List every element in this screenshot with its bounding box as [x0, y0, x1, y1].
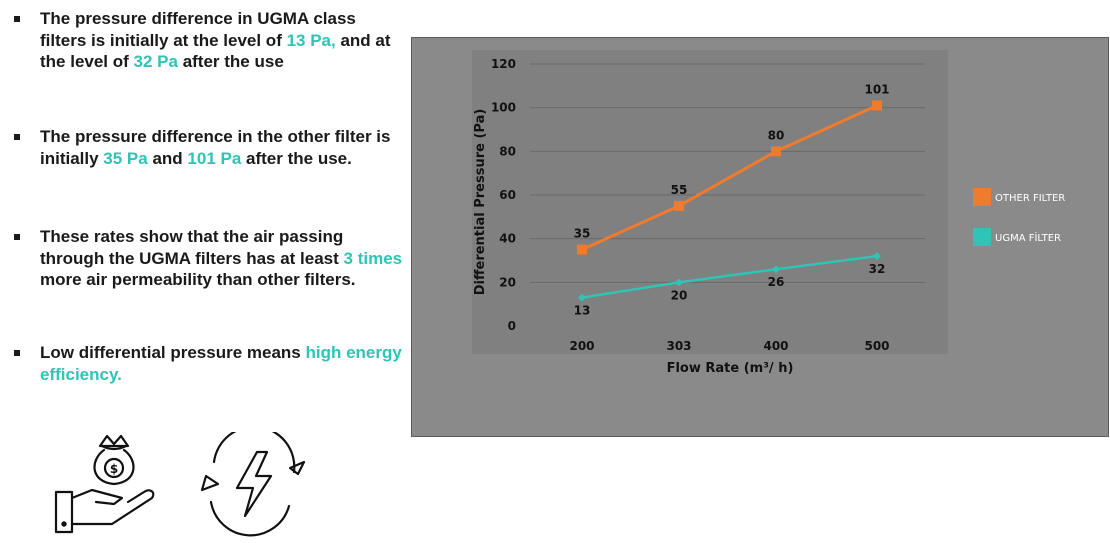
bullet-item: The pressure difference in UGMA class fi…: [14, 8, 404, 73]
x-tick-label: 500: [864, 339, 889, 353]
data-point: [772, 265, 780, 274]
x-axis-label: Flow Rate (m³/ h): [667, 361, 794, 376]
energy-cycle-icon: [200, 425, 306, 537]
bullet-text-segment: These rates show that the air passing th…: [40, 227, 344, 268]
bullet-item: The pressure difference in the other fil…: [14, 126, 404, 169]
data-label: 13: [574, 304, 591, 318]
x-tick-labels: 200 303 400 500: [569, 339, 889, 353]
bullet-text: These rates show that the air passing th…: [40, 227, 402, 289]
data-point: [675, 278, 683, 287]
data-label: 101: [864, 82, 889, 96]
bullet-text: The pressure difference in UGMA class fi…: [40, 9, 391, 71]
y-axis-label: Differential Pressure (Pa): [473, 109, 488, 296]
data-label: 55: [671, 183, 688, 197]
series-line: [581, 254, 878, 299]
y-tick-label: 120: [491, 57, 516, 71]
y-tick-label: 60: [499, 188, 516, 202]
highlight-text: 32 Pa: [133, 52, 178, 71]
bullet-text-segment: after the use: [177, 52, 284, 71]
icon-row: $: [52, 425, 322, 543]
x-tick-label: 400: [763, 339, 788, 353]
svg-text:$: $: [110, 462, 118, 476]
bullet-item: These rates show that the air passing th…: [14, 226, 404, 291]
y-tick-label: 20: [499, 275, 516, 289]
legend-label: UGMA FİLTER: [995, 231, 1061, 244]
bullet-marker: [14, 350, 20, 356]
bullet-text-segment: The pressure difference in the other fil…: [40, 127, 391, 168]
bullet-text-segment: and at the level of: [40, 30, 391, 72]
x-tick-label: 303: [666, 339, 691, 353]
highlight-text: 3 times: [343, 248, 403, 268]
series-line: [581, 104, 878, 251]
money-bag-hand-icon: $: [54, 434, 155, 534]
highlight-text: high energy efficiency.: [40, 343, 402, 384]
bullet-text-segment: after the use.: [241, 148, 352, 168]
legend-swatch: [973, 228, 991, 246]
chart-panel: 0 20 40 60 80 100 120 200 303 400 500 35 55 80 101 13…: [411, 37, 1109, 437]
x-tick-label: 200: [569, 339, 594, 353]
gridlines: [530, 63, 925, 283]
data-label: 80: [768, 128, 785, 142]
bullet-marker: [14, 16, 20, 22]
data-point: [674, 200, 684, 211]
data-point: [578, 293, 586, 302]
bullet-text-segment: and: [147, 148, 188, 168]
legend: OTHER FILTER UGMA FİLTER: [973, 188, 1065, 246]
highlight-text: 13 Pa,: [286, 30, 336, 50]
line-chart: 0 20 40 60 80 100 120 200 303 400 500 35 55 80 101 13…: [472, 50, 1065, 376]
highlight-text: 35 Pa: [103, 148, 148, 168]
bullet-text: Low differential pressure means high ene…: [40, 343, 402, 384]
bullet-item: Low differential pressure means high ene…: [14, 342, 404, 385]
legend-swatch: [973, 188, 991, 206]
data-point: [872, 100, 882, 111]
data-label: 20: [671, 288, 688, 302]
data-label: 26: [768, 275, 785, 289]
y-tick-label: 100: [491, 101, 516, 115]
data-point: [873, 252, 881, 261]
series: [577, 100, 882, 302]
data-labels: 35 55 80 101 13 20 26 32: [574, 82, 890, 317]
bullet-text-segment: The pressure difference in UGMA class fi…: [40, 9, 356, 50]
plot-area: [472, 50, 948, 354]
bullet-marker: [14, 234, 20, 240]
y-tick-labels: 0 20 40 60 80 100 120: [491, 57, 516, 333]
bullet-text-segment: Low differential pressure means: [40, 343, 306, 362]
data-label: 32: [869, 262, 886, 276]
data-point: [577, 244, 587, 255]
y-tick-label: 0: [508, 319, 516, 333]
legend-label: OTHER FILTER: [995, 193, 1065, 204]
bullet-text-segment: more air permeability than other filters…: [40, 270, 356, 289]
y-tick-label: 80: [499, 144, 516, 158]
highlight-text: 101 Pa: [187, 148, 242, 168]
bullet-marker: [14, 134, 20, 140]
data-point: [771, 146, 781, 157]
bullet-text: The pressure difference in the other fil…: [40, 127, 390, 168]
y-tick-label: 40: [499, 232, 516, 246]
data-label: 35: [574, 227, 591, 241]
